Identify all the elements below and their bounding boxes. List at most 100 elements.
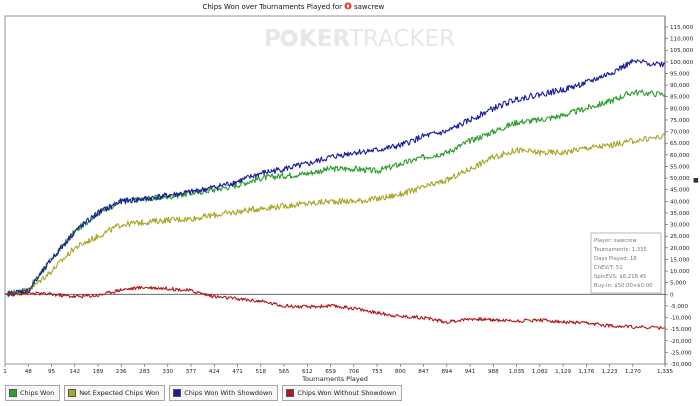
y-tick-label: 65,000 (670, 141, 690, 147)
x-axis-label: Tournaments Played (301, 375, 368, 383)
info-box-line: ChEV/T: 51 (594, 265, 623, 271)
y-tick-label: -15,000 (670, 327, 692, 333)
legend-swatch (68, 389, 77, 397)
series-line (4, 89, 666, 297)
y-tick-label: 35,000 (670, 211, 690, 217)
chart-title-player: sawcrew (354, 3, 385, 11)
x-tick-label: 894 (441, 369, 452, 375)
x-tick-label: 659 (325, 369, 336, 375)
y-tick-label: -25,000 (670, 350, 692, 356)
legend-item-chips-won[interactable]: Chips Won (5, 385, 61, 401)
legend-swatch (286, 389, 295, 397)
y-tick-label: 55,000 (670, 164, 690, 170)
y-tick-label: -30,000 (670, 362, 692, 368)
y-tick-label: 80,000 (670, 106, 690, 112)
y-tick-label: 5,000 (670, 281, 686, 287)
info-box-line: SpinEVS: $6,218.45 (594, 274, 646, 280)
plot-area (4, 15, 666, 365)
info-box: Player: sawcrew Tournaments: 1,335 Days Pl… (590, 232, 662, 294)
y-tick-label: 45,000 (670, 188, 690, 194)
x-tick-label: 471 (232, 369, 243, 375)
x-tick-label: 941 (465, 369, 476, 375)
x-tick-label: 1,129 (555, 369, 571, 375)
info-box-line: Buy-In: $50.00+$0.00 (594, 283, 653, 289)
info-box-line: Player: sawcrew (594, 238, 637, 244)
y-tick-label: -10,000 (670, 316, 692, 322)
x-tick-label: 1,270 (625, 369, 641, 375)
x-tick-label: 330 (162, 369, 173, 375)
x-tick-label: 1,335 (657, 369, 673, 375)
x-tick-label: 1,082 (532, 369, 548, 375)
x-tick-label: 1 (3, 369, 7, 375)
x-tick-label: 142 (69, 369, 80, 375)
y-tick-label: 15,000 (670, 257, 690, 263)
y-axis: 115,000 110,000 105,000 100,000 95,000 90,000… (665, 25, 694, 368)
y-tick-label: 20,000 (670, 246, 690, 252)
y-tick-label: 10,000 (670, 269, 690, 275)
watermark-ker: KER (299, 26, 351, 52)
x-tick-label: 48 (25, 369, 33, 375)
legend-label: Chips Won Without Showdown (297, 389, 397, 397)
legend-swatch (173, 389, 182, 397)
x-tick-label: 189 (93, 369, 104, 375)
y-tick-label: 60,000 (670, 153, 690, 159)
x-tick-label: 847 (418, 369, 429, 375)
player-spade-icon (344, 2, 352, 10)
series-line (4, 58, 666, 298)
info-box-line: Tournaments: 1,335 (593, 247, 647, 253)
y-tick-label: 70,000 (670, 130, 690, 136)
legend-item-net-expected[interactable]: Net Expected Chips Won (64, 385, 166, 401)
y-tick-label: 95,000 (670, 71, 690, 77)
y-tick-label: 75,000 (670, 118, 690, 124)
y-tick-label: 30,000 (670, 223, 690, 229)
x-tick-label: 95 (48, 369, 56, 375)
x-tick-label: 1,176 (578, 369, 594, 375)
legend-swatch (9, 389, 17, 397)
x-axis: 1 48 95 142 189 236 283 330 377 424 471 518 565 612 65… (3, 364, 673, 375)
legend-item-without-showdown[interactable]: Chips Won Without Showdown (282, 385, 403, 401)
x-tick-label: 283 (139, 369, 150, 375)
y-tick-label: 40,000 (670, 199, 690, 205)
y-tick-label: 100,000 (670, 60, 694, 66)
watermark-p: P (264, 26, 281, 52)
x-tick-label: 612 (302, 369, 313, 375)
chart-title: Chips Won over Tournaments Played for sa… (202, 2, 385, 11)
chart-title-text: Chips Won over Tournaments Played for (202, 3, 342, 11)
y-tick-label: 25,000 (670, 234, 690, 240)
x-tick-label: 1,223 (602, 369, 618, 375)
watermark-chip-icon (280, 29, 298, 47)
legend-item-with-showdown[interactable]: Chips Won With Showdown (169, 385, 279, 401)
x-tick-label: 706 (348, 369, 359, 375)
series-line (4, 285, 665, 330)
y-tick-label: -5,000 (670, 304, 688, 310)
y-tick-label: 105,000 (670, 48, 694, 54)
legend-label: Chips Won With Showdown (184, 389, 273, 397)
x-tick-label: 800 (395, 369, 406, 375)
y-tick-label: 85,000 (670, 95, 690, 101)
legend-label: Net Expected Chips Won (79, 389, 160, 397)
legend-label: Chips Won (20, 389, 55, 397)
y-tick-label: 110,000 (670, 37, 694, 43)
x-tick-label: 1,035 (509, 369, 525, 375)
x-tick-label: 424 (209, 369, 220, 375)
y-axis-marker: ■ (693, 177, 699, 184)
legend: Chips Won Net Expected Chips Won Chips W… (5, 385, 403, 401)
x-tick-label: 377 (186, 369, 197, 375)
watermark-tracker: TRACKER (348, 26, 455, 52)
x-tick-label: 753 (372, 369, 383, 375)
series-line (4, 133, 666, 297)
x-tick-label: 988 (488, 369, 499, 375)
y-tick-label: 115,000 (670, 25, 694, 31)
y-tick-label: -20,000 (670, 339, 692, 345)
y-tick-label: 50,000 (670, 176, 690, 182)
x-tick-label: 518 (255, 369, 266, 375)
info-box-line: Days Played: 18 (594, 256, 637, 262)
x-tick-label: 565 (279, 369, 290, 375)
y-tick-label: 0 (670, 292, 674, 298)
y-tick-label: 90,000 (670, 83, 690, 89)
series-group (4, 58, 666, 330)
info-box-lines: Player: sawcrew Tournaments: 1,335 Days Pl… (593, 238, 653, 289)
x-tick-label: 236 (116, 369, 127, 375)
watermark: P KER TRACKER (264, 26, 455, 52)
